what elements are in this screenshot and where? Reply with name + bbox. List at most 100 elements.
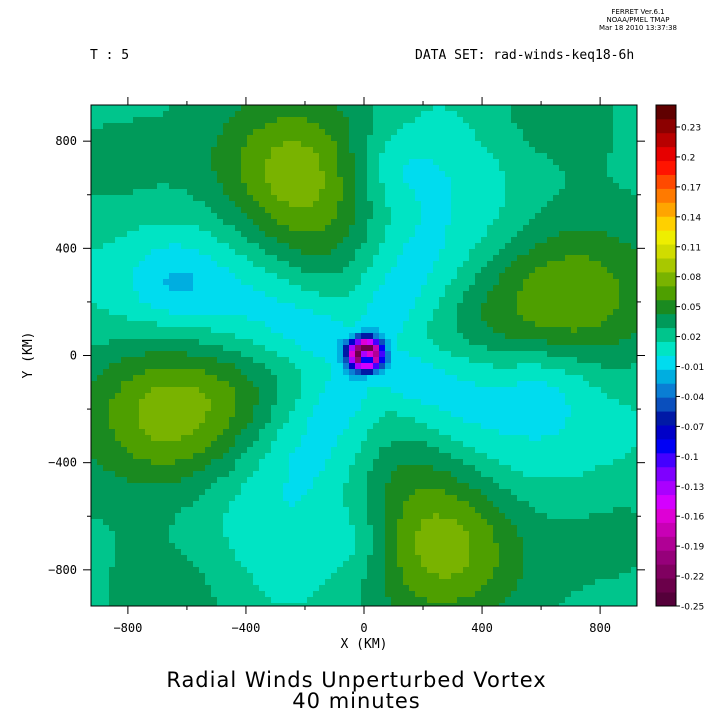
field-cell (253, 405, 260, 412)
field-cell (571, 345, 578, 352)
field-cell (523, 207, 530, 214)
field-cell (313, 369, 320, 376)
field-cell (127, 315, 134, 322)
field-cell (619, 387, 626, 394)
field-cell (331, 321, 338, 328)
field-cell (325, 183, 332, 190)
field-cell (391, 297, 398, 304)
field-cell (103, 405, 110, 412)
field-cell (199, 231, 206, 238)
field-cell (463, 165, 470, 172)
field-cell (217, 273, 224, 280)
field-cell (451, 177, 458, 184)
field-cell (211, 117, 218, 124)
field-cell (319, 213, 326, 220)
field-cell (259, 291, 266, 298)
field-cell (103, 351, 110, 358)
field-cell (169, 243, 176, 250)
field-cell (97, 195, 104, 202)
field-cell (169, 135, 176, 142)
field-cell (547, 237, 554, 244)
field-cell (403, 243, 410, 250)
field-cell (139, 165, 146, 172)
field-cell (559, 315, 566, 322)
field-cell (349, 261, 356, 268)
field-cell (187, 387, 194, 394)
field-cell (343, 159, 350, 166)
field-cell (427, 345, 434, 352)
field-cell (307, 429, 314, 436)
field-cell (565, 183, 572, 190)
field-cell (175, 111, 182, 118)
field-cell (463, 243, 470, 250)
field-cell (559, 399, 566, 406)
field-cell (385, 261, 392, 268)
field-cell (625, 339, 632, 346)
field-cell (235, 135, 242, 142)
field-cell (223, 291, 230, 298)
field-cell (505, 201, 512, 208)
field-cell (373, 321, 380, 328)
field-cell (481, 255, 488, 262)
field-cell (295, 303, 302, 310)
field-cell (511, 363, 518, 370)
field-cell (403, 375, 410, 382)
field-cell (457, 201, 464, 208)
field-cell (397, 393, 404, 400)
field-cell (295, 207, 302, 214)
field-cell (349, 231, 356, 238)
field-cell (421, 243, 428, 250)
field-cell (121, 153, 128, 160)
field-cell (565, 159, 572, 166)
field-cell (175, 351, 182, 358)
field-cell (601, 117, 608, 124)
field-cell (163, 273, 170, 280)
field-cell (169, 201, 176, 208)
field-cell (493, 417, 500, 424)
field-cell (139, 135, 146, 142)
field-cell (373, 219, 380, 226)
field-cell (265, 321, 272, 328)
field-cell (217, 351, 224, 358)
field-cell (205, 165, 212, 172)
field-cell (499, 117, 506, 124)
field-cell (367, 195, 374, 202)
field-cell (475, 183, 482, 190)
field-cell (175, 387, 182, 394)
field-cell (619, 165, 626, 172)
field-cell (217, 303, 224, 310)
field-cell (295, 129, 302, 136)
field-cell (451, 141, 458, 148)
field-cell (349, 243, 356, 250)
field-cell (457, 411, 464, 418)
field-cell (397, 327, 404, 334)
field-cell (109, 159, 116, 166)
field-cell (337, 411, 344, 418)
field-cell (565, 357, 572, 364)
field-cell (139, 201, 146, 208)
field-cell (379, 243, 386, 250)
field-cell (283, 279, 290, 286)
field-cell (169, 159, 176, 166)
field-cell (217, 399, 224, 406)
field-cell (403, 159, 410, 166)
field-cell (325, 327, 332, 334)
field-cell (493, 405, 500, 412)
field-cell (487, 369, 494, 376)
field-cell (337, 351, 344, 358)
field-cell (97, 129, 104, 136)
field-cell (463, 201, 470, 208)
field-cell (553, 177, 560, 184)
field-cell (217, 387, 224, 394)
field-cell (487, 261, 494, 268)
field-cell (307, 405, 314, 412)
field-cell (625, 225, 632, 232)
field-cell (535, 249, 542, 256)
field-cell (427, 429, 434, 436)
field-cell (427, 423, 434, 430)
field-cell (409, 135, 416, 142)
field-cell (355, 273, 362, 280)
field-cell (385, 183, 392, 190)
field-cell (409, 369, 416, 376)
field-cell (589, 345, 596, 352)
